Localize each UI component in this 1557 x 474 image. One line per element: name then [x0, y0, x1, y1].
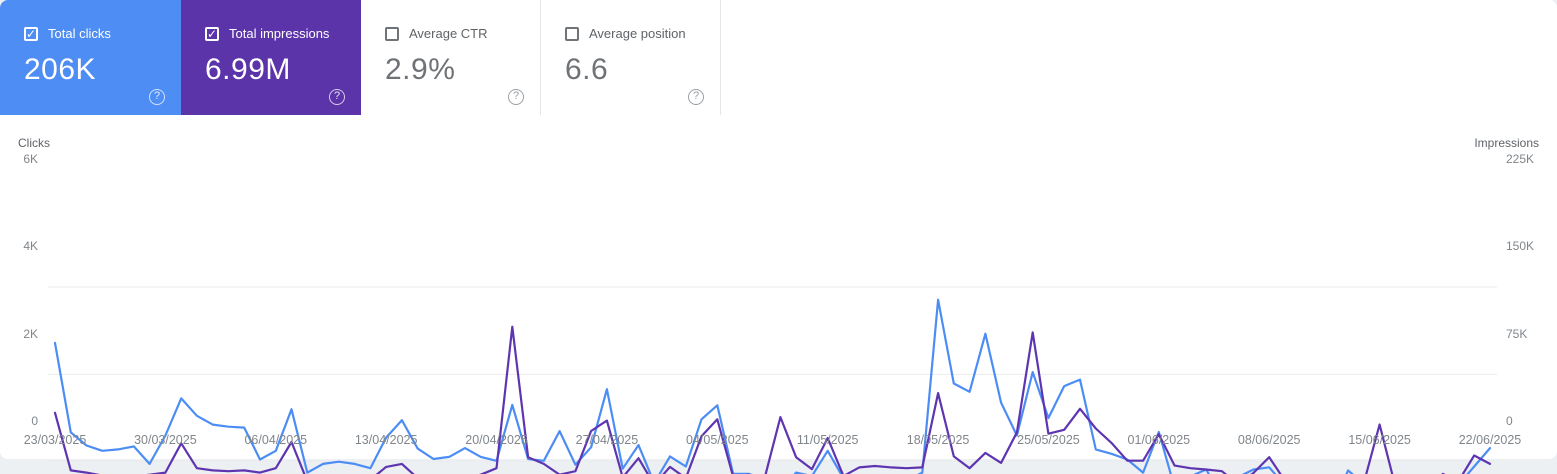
checkbox-unchecked-icon[interactable]	[385, 26, 399, 41]
checkbox-unchecked-icon[interactable]	[565, 26, 579, 41]
help-icon[interactable]: ?	[149, 89, 165, 105]
checkbox-checked-icon[interactable]: ✓	[205, 26, 219, 41]
metric-card-label: Average position	[589, 26, 686, 41]
metric-card-label: Total impressions	[229, 26, 330, 41]
right-axis-tick: 75K	[1506, 326, 1528, 341]
metric-card-label: Average CTR	[409, 26, 488, 41]
x-axis-date-label: 23/03/2025	[23, 433, 87, 447]
metric-card-value: 206K	[24, 53, 97, 86]
x-axis-date-label: 06/04/2025	[244, 433, 308, 447]
left-axis-tick: 2K	[23, 326, 38, 341]
metric-card-value: 6.99M	[205, 53, 291, 86]
x-axis-date-label: 22/06/2025	[1458, 433, 1522, 447]
metric-card-average-ctr[interactable]: Average CTR 2.9%?	[361, 0, 541, 115]
x-axis-date-label: 30/03/2025	[134, 433, 197, 447]
metric-card-label: Total clicks	[48, 26, 111, 41]
x-axis-date-label: 20/04/2025	[465, 433, 528, 447]
x-axis-date-label: 25/05/2025	[1017, 433, 1080, 447]
x-axis-date-label: 13/04/2025	[354, 433, 418, 447]
checkbox-checked-icon[interactable]: ✓	[24, 26, 38, 41]
x-axis-date-label: 04/05/2025	[686, 433, 749, 447]
left-axis-tick: 6K	[23, 152, 38, 166]
x-axis-date-label: 27/04/2025	[575, 433, 639, 447]
metric-card-value: 2.9%	[385, 53, 456, 86]
help-icon[interactable]: ?	[688, 89, 704, 105]
right-axis-tick: 225K	[1506, 152, 1535, 166]
x-axis-date-label: 11/05/2025	[796, 433, 859, 447]
left-axis-title: Clicks	[18, 136, 50, 150]
right-axis-title: Impressions	[1474, 136, 1539, 150]
help-icon[interactable]: ?	[329, 89, 345, 105]
metric-cards: ✓ Total clicks 206K? ✓ Total impressions 6.99…	[0, 0, 721, 115]
x-axis-date-label: 08/06/2025	[1237, 433, 1301, 447]
metric-card-value: 6.6	[565, 53, 609, 86]
chart-region[interactable]	[0, 128, 1557, 474]
performance-chart-svg	[48, 286, 1497, 474]
series-line-total-impressions[interactable]	[53, 325, 1492, 474]
metric-card-total-clicks[interactable]: ✓ Total clicks 206K?	[0, 0, 181, 115]
x-axis-date-label: 15/06/2025	[1348, 433, 1411, 447]
x-axis-date-label: 01/06/2025	[1127, 433, 1191, 447]
left-axis-tick: 4K	[23, 239, 38, 254]
right-axis-tick: 0	[1506, 414, 1513, 428]
x-axis-date-label: 18/05/2025	[906, 433, 970, 447]
right-axis-tick: 150K	[1506, 239, 1535, 254]
metric-card-average-position[interactable]: Average position 6.6?	[541, 0, 721, 115]
left-axis-tick: 0	[31, 414, 38, 428]
metric-card-total-impressions[interactable]: ✓ Total impressions 6.99M?	[181, 0, 361, 115]
help-icon[interactable]: ?	[508, 89, 524, 105]
series-line-total-clicks[interactable]	[53, 298, 1492, 474]
